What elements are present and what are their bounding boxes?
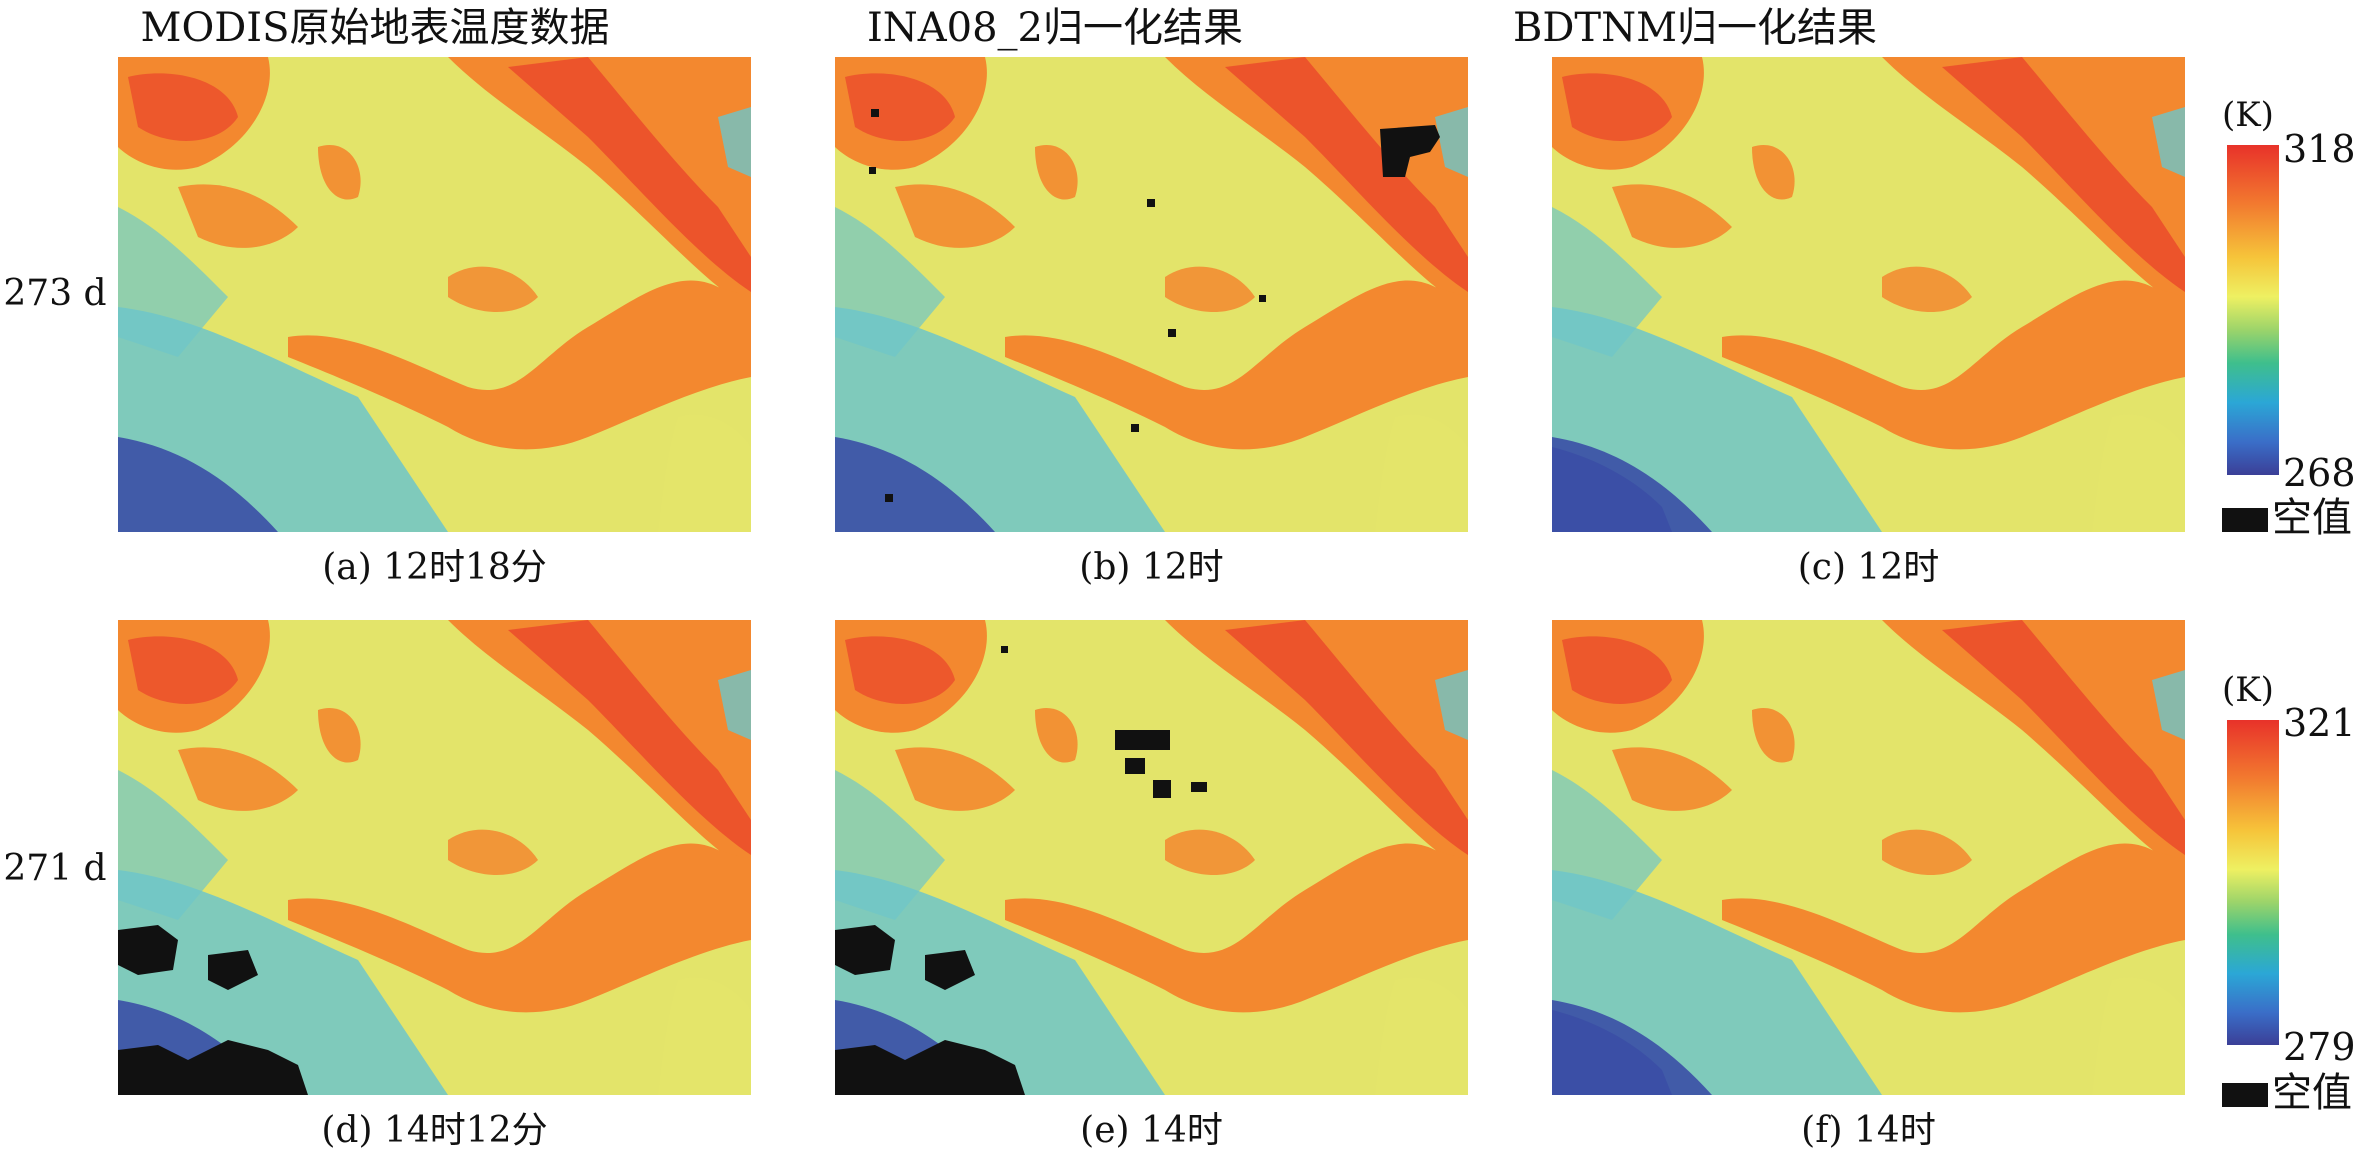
lst-map-image <box>1552 620 2185 1095</box>
caption-c: (c) 12时 <box>1797 547 1940 588</box>
lst-map-image <box>118 57 751 532</box>
column-title-modis: MODIS原始地表温度数据 <box>140 5 610 51</box>
caption-d: (d) 14时12分 <box>321 1110 548 1151</box>
map-panel-b <box>835 57 1468 532</box>
row-label-271d: 271 d <box>3 848 107 889</box>
caption-f: (f) 14时 <box>1801 1110 1936 1151</box>
column-title-bdtnm: BDTNM归一化结果 <box>1512 5 1878 51</box>
map-panel-d <box>118 620 751 1095</box>
lst-map-image <box>835 57 1468 532</box>
lst-map-image <box>1552 57 2185 532</box>
map-panel-e <box>835 620 1468 1095</box>
colorbar-bottom <box>2227 720 2279 1045</box>
caption-e: (e) 14时 <box>1080 1110 1223 1151</box>
map-panel-c <box>1552 57 2185 532</box>
caption-b: (b) 12时 <box>1079 547 1224 588</box>
colorbar-unit-top: (K) <box>2222 95 2274 135</box>
colorbar-max-top: 318 <box>2283 127 2356 171</box>
row-label-273d: 273 d <box>3 273 107 314</box>
null-swatch-bottom <box>2222 1083 2268 1107</box>
null-swatch-top <box>2222 508 2268 532</box>
colorbar-unit-bottom: (K) <box>2222 670 2274 710</box>
map-panel-f <box>1552 620 2185 1095</box>
colorbar-max-bottom: 321 <box>2283 701 2356 745</box>
colorbar-top <box>2227 145 2279 475</box>
colorbar-min-bottom: 279 <box>2283 1025 2356 1069</box>
null-label-bottom: 空值 <box>2272 1070 2352 1116</box>
caption-a: (a) 12时18分 <box>322 547 547 588</box>
map-panel-a <box>118 57 751 532</box>
column-title-ina08: INA08_2归一化结果 <box>866 5 1244 51</box>
null-label-top: 空值 <box>2272 495 2352 541</box>
lst-map-image <box>118 620 751 1095</box>
lst-map-image <box>835 620 1468 1095</box>
colorbar-min-top: 268 <box>2283 451 2356 495</box>
